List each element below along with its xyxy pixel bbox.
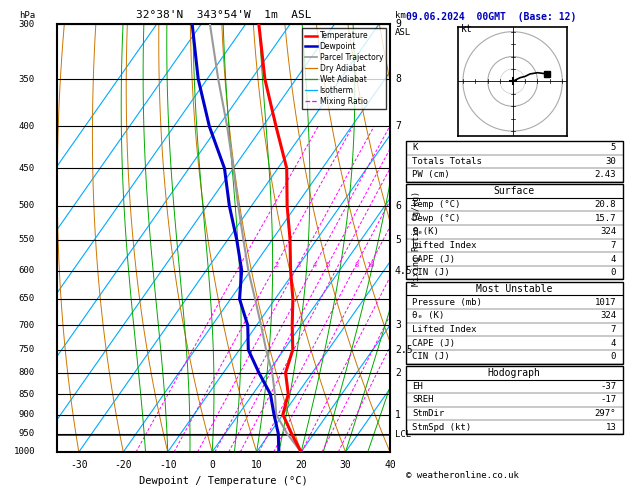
Text: Lifted Index: Lifted Index — [412, 241, 477, 250]
Text: K: K — [412, 143, 418, 152]
Text: 1000: 1000 — [13, 448, 35, 456]
Text: CAPE (J): CAPE (J) — [412, 255, 455, 263]
Text: -20: -20 — [114, 460, 132, 469]
Text: 5: 5 — [611, 143, 616, 152]
Text: StmDir: StmDir — [412, 409, 445, 418]
Legend: Temperature, Dewpoint, Parcel Trajectory, Dry Adiabat, Wet Adiabat, Isotherm, Mi: Temperature, Dewpoint, Parcel Trajectory… — [302, 28, 386, 109]
Text: 4.5: 4.5 — [395, 265, 413, 276]
Text: 9: 9 — [395, 19, 401, 29]
Text: 2: 2 — [274, 261, 279, 268]
Text: 4: 4 — [611, 255, 616, 263]
Text: -37: -37 — [600, 382, 616, 391]
Text: 0: 0 — [209, 460, 215, 469]
Text: 950: 950 — [19, 429, 35, 438]
Text: Hodograph: Hodograph — [487, 368, 541, 378]
Text: 650: 650 — [19, 295, 35, 303]
Text: 20: 20 — [295, 460, 307, 469]
Text: θₑ(K): θₑ(K) — [412, 227, 439, 236]
Text: -30: -30 — [70, 460, 87, 469]
Text: 297°: 297° — [594, 409, 616, 418]
Text: 13: 13 — [606, 423, 616, 432]
Text: 5: 5 — [326, 261, 330, 268]
Text: LCL: LCL — [395, 430, 411, 439]
Text: 1: 1 — [395, 410, 401, 419]
Text: 450: 450 — [19, 164, 35, 173]
Text: 900: 900 — [19, 410, 35, 419]
Text: 2: 2 — [395, 368, 401, 378]
Text: 1017: 1017 — [594, 298, 616, 307]
Text: kt: kt — [460, 24, 472, 34]
Text: θₑ (K): θₑ (K) — [412, 312, 445, 320]
Text: Mixing Ratio (g/kg): Mixing Ratio (g/kg) — [412, 191, 421, 286]
Text: 7: 7 — [395, 122, 401, 132]
Text: 5: 5 — [395, 235, 401, 244]
Text: 8: 8 — [354, 261, 359, 268]
Text: 750: 750 — [19, 345, 35, 354]
Text: 700: 700 — [19, 321, 35, 330]
Text: 4: 4 — [611, 339, 616, 347]
Text: 800: 800 — [19, 368, 35, 377]
Text: 7: 7 — [611, 325, 616, 334]
Text: 30: 30 — [340, 460, 352, 469]
Text: 8: 8 — [395, 74, 401, 84]
Text: Lifted Index: Lifted Index — [412, 325, 477, 334]
Text: 500: 500 — [19, 201, 35, 210]
Text: 32°38'N  343°54'W  1m  ASL: 32°38'N 343°54'W 1m ASL — [135, 10, 311, 20]
Text: 600: 600 — [19, 266, 35, 275]
Text: 15.7: 15.7 — [594, 214, 616, 223]
Text: 324: 324 — [600, 312, 616, 320]
Text: -10: -10 — [159, 460, 177, 469]
Text: 0: 0 — [611, 352, 616, 361]
Text: ASL: ASL — [395, 28, 411, 37]
Text: 40: 40 — [384, 460, 396, 469]
Text: EH: EH — [412, 382, 423, 391]
Text: 400: 400 — [19, 122, 35, 131]
Text: Surface: Surface — [494, 186, 535, 196]
Text: 1: 1 — [238, 261, 243, 268]
Text: 300: 300 — [19, 20, 35, 29]
Text: -17: -17 — [600, 396, 616, 404]
Text: 550: 550 — [19, 235, 35, 244]
Text: 4: 4 — [313, 261, 317, 268]
Text: 3: 3 — [296, 261, 301, 268]
Text: 2.5: 2.5 — [395, 345, 413, 355]
Text: © weatheronline.co.uk: © weatheronline.co.uk — [406, 471, 518, 480]
Text: hPa: hPa — [19, 11, 35, 20]
Text: SREH: SREH — [412, 396, 434, 404]
Text: StmSpd (kt): StmSpd (kt) — [412, 423, 471, 432]
Text: CIN (J): CIN (J) — [412, 268, 450, 277]
Text: PW (cm): PW (cm) — [412, 171, 450, 179]
Text: 10: 10 — [251, 460, 262, 469]
Text: Dewpoint / Temperature (°C): Dewpoint / Temperature (°C) — [139, 475, 308, 486]
Text: 6: 6 — [395, 201, 401, 211]
Text: Pressure (mb): Pressure (mb) — [412, 298, 482, 307]
Text: 2.43: 2.43 — [594, 171, 616, 179]
Text: 3: 3 — [395, 320, 401, 330]
Text: 7: 7 — [611, 241, 616, 250]
Text: CAPE (J): CAPE (J) — [412, 339, 455, 347]
Text: 30: 30 — [606, 157, 616, 166]
Text: 20.8: 20.8 — [594, 200, 616, 209]
Text: 350: 350 — [19, 74, 35, 84]
Text: 10: 10 — [366, 261, 374, 268]
Text: km: km — [395, 11, 406, 20]
Text: 324: 324 — [600, 227, 616, 236]
Text: Temp (°C): Temp (°C) — [412, 200, 460, 209]
Text: 0: 0 — [611, 268, 616, 277]
Text: Dewp (°C): Dewp (°C) — [412, 214, 460, 223]
Text: Most Unstable: Most Unstable — [476, 284, 552, 294]
Text: 850: 850 — [19, 390, 35, 399]
Text: CIN (J): CIN (J) — [412, 352, 450, 361]
Text: Totals Totals: Totals Totals — [412, 157, 482, 166]
Text: 09.06.2024  00GMT  (Base: 12): 09.06.2024 00GMT (Base: 12) — [406, 12, 576, 22]
